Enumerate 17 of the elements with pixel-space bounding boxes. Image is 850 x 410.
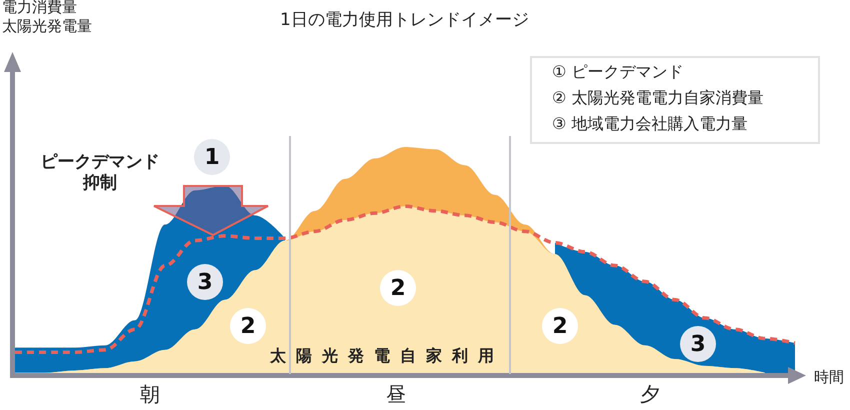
annotation: 3: [680, 326, 716, 362]
annotation: ピークデマンド抑制: [40, 152, 160, 194]
annotation: 2: [230, 308, 266, 344]
annotation: 太陽光発電自家利用: [270, 346, 504, 366]
annotation: 3: [187, 264, 223, 300]
x-axis-title: 時間: [814, 368, 844, 387]
annotation: 1: [194, 139, 230, 175]
text: 朝: [140, 382, 160, 407]
text: 昼: [386, 382, 406, 407]
text: 電力消費量太陽光発電量: [2, 0, 92, 36]
annotation: 2: [380, 270, 416, 306]
chart-title: 1日の電力使用トレンドイメージ: [280, 10, 529, 32]
text: ② 太陽光発電電力自家消費量: [552, 88, 764, 108]
annotation: 2: [542, 308, 578, 344]
text: ① ピークデマンド: [552, 62, 684, 82]
text: 夕: [640, 382, 660, 407]
text: ③ 地域電力会社購入電力量: [552, 114, 748, 134]
